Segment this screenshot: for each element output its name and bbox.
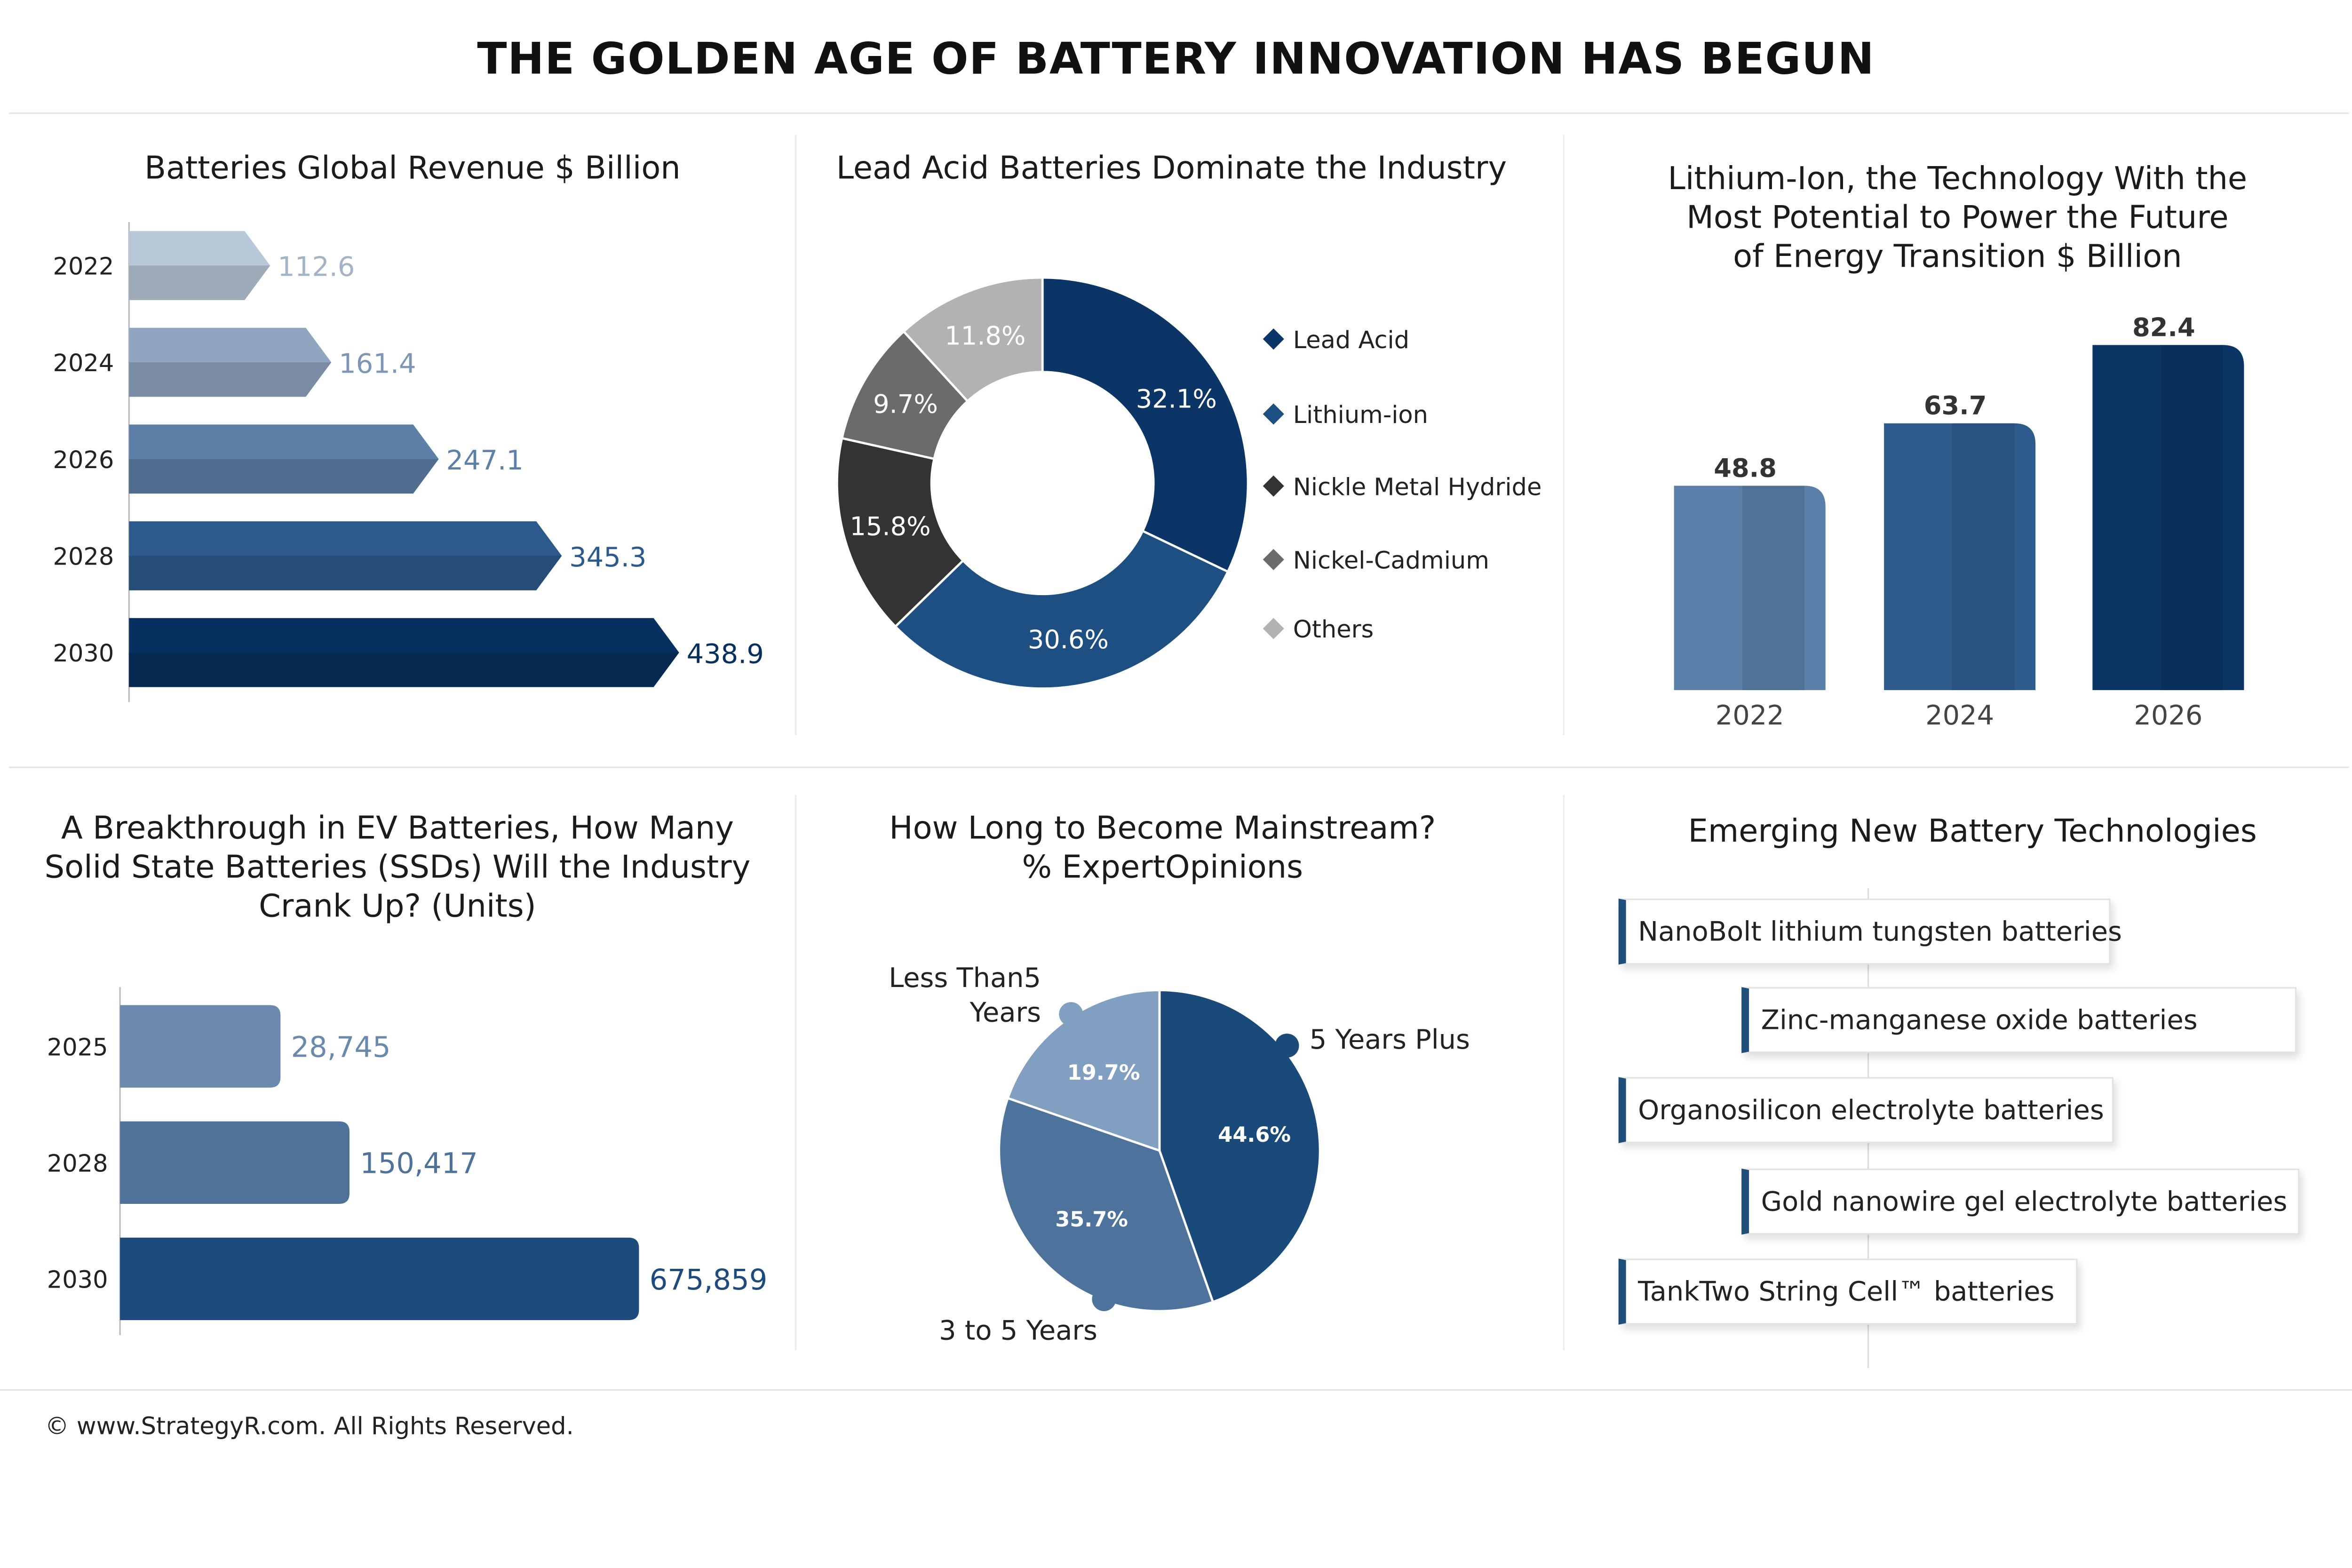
revenue-year-label: 2028 [53,543,114,571]
ssd-bar-2028 [120,1121,350,1204]
revenue-value-label: 247.1 [446,445,524,476]
ssd-value-label: 28,745 [291,1031,391,1064]
emerging-title: Emerging New Battery Technologies [1688,813,2257,849]
pie-callout-dot [1275,1034,1299,1058]
pie-callout-dot [1059,1002,1083,1027]
tech-item-tanktwo: TankTwo String Cell™ batteries [1618,1258,2078,1325]
pie-callout-3-to-5-years: 3 to 5 Years [939,1315,1097,1346]
ssd-title-line-1: A Breakthrough in EV Batteries, How Many [61,810,734,846]
pie-callout-dot [1092,1287,1116,1311]
lithium-chart-title: Lithium-Ion, the Technology With the Mos… [1590,159,2325,276]
lithium-bar-shade-2022 [1742,486,1805,690]
revenue-bar-shade-2024 [129,362,332,397]
lithium-value-label: 63.7 [1924,391,1987,421]
revenue-value-label: 345.3 [569,541,646,573]
ssd-title-line-3: Crank Up? (Units) [259,888,536,924]
ssd-chart-title: A Breakthrough in EV Batteries, How Many… [15,809,780,926]
lead-acid-donut-chart: 32.1% 30.6% 15.8% 9.7% 11.8% Lead Acid Lithium… [836,276,1542,690]
pie-value-label: 19.7% [1067,1060,1140,1085]
mainstream-title-line-2: % ExpertOpinions [1022,849,1303,885]
column-divider-1 [795,135,797,735]
revenue-value-label: 438.9 [687,638,764,669]
column-divider-4 [1563,795,1565,1350]
lithium-year-label: 2024 [1925,700,1994,731]
lithium-year-label: 2022 [1716,700,1784,731]
ssd-title-line-2: Solid State Batteries (SSDs) Will the In… [44,849,751,885]
donut-legend-marker [1263,403,1284,425]
ssd-bar-2030 [120,1237,639,1321]
main-title: THE GOLDEN AGE OF BATTERY INNOVATION HAS… [477,33,1875,84]
donut-legend-marker [1263,475,1284,497]
donut-value-label: 9.7% [873,389,938,419]
pie-value-label: 44.6% [1218,1122,1291,1147]
donut-legend-label: Nickle Metal Hydride [1293,473,1542,501]
donut-legend-marker [1263,618,1284,639]
donut-chart-title: Lead Acid Batteries Dominate the Industr… [836,150,1507,186]
footer-copyright: © www.StrategyR.com. All Rights Reserved… [45,1411,574,1441]
pie-callout-less-than-5-line-2: Years [969,997,1041,1028]
revenue-chart-title: Batteries Global Revenue $ Billion [144,150,681,186]
revenue-bar-shade-2022 [129,265,270,300]
donut-legend-marker [1263,549,1284,570]
donut-legend-label: Lead Acid [1293,326,1409,354]
donut-value-label: 30.6% [1028,625,1109,654]
revenue-bar-shade-2028 [129,556,562,590]
ssd-year-label: 2028 [47,1150,108,1178]
revenue-value-label: 112.6 [278,251,355,283]
tech-item-zinc-manganese: Zinc-manganese oxide batteries [1741,987,2297,1053]
tech-item-organosilicon: Organosilicon electrolyte batteries [1618,1077,2114,1143]
donut-slice-1 [894,529,1230,690]
tech-item-gold-nanowire: Gold nanowire gel electrolyte batteries [1741,1169,2300,1235]
lithium-title-line-1: Lithium-Ion, the Technology With the [1668,160,2248,197]
mainstream-title-line-1: How Long to Become Mainstream? [889,810,1436,846]
pie-callout-less-than-5-line-1: Less Than5 [889,962,1041,994]
lithium-value-label: 82.4 [2132,312,2195,342]
mainstream-chart-title: How Long to Become Mainstream? % ExpertO… [795,809,1530,887]
lithium-bar-shade-2026 [2161,345,2223,690]
donut-legend-label: Others [1293,616,1374,644]
lithium-year-label: 2026 [2134,700,2202,731]
lithium-title-line-3: of Energy Transition $ Billion [1733,239,2182,275]
mainstream-pie-chart: 44.6% 35.7% 19.7% 5 Years Plus 3 to 5 Years L… [889,962,1470,1346]
ssd-bar-2025 [120,1005,281,1088]
lithium-bar-chart: 48.8 2022 63.7 2024 82.4 2026 [1674,312,2244,731]
lithium-title-line-2: Most Potential to Power the Future [1686,199,2229,236]
lithium-bar-shade-2024 [1952,423,2015,690]
column-divider-3 [795,795,797,1350]
donut-legend-label: Nickel-Cadmium [1293,547,1489,575]
revenue-year-label: 2024 [53,350,114,377]
tech-item-nanobolt: NanoBolt lithium tungsten batteries [1618,899,2122,965]
donut-legend-marker [1263,328,1284,350]
revenue-bar-shade-2026 [129,459,439,494]
pie-slice-0 [1158,989,1321,1304]
ssd-bar-chart: 2025 28,745 2028 150,417 2030 675,859 [47,987,768,1336]
pie-value-label: 35.7% [1055,1207,1128,1232]
donut-slice-0 [1041,276,1249,573]
revenue-bar-chart: 2022 112.6 2024 161.4 2026 247.1 2028 345.3 2030… [53,222,764,702]
revenue-year-label: 2022 [53,253,114,281]
ssd-value-label: 150,417 [360,1147,478,1180]
donut-slice-4 [902,276,1044,403]
title-divider [9,112,2349,114]
revenue-bar-shade-2030 [129,653,679,687]
donut-value-label: 15.8% [850,512,930,541]
donut-legend-label: Lithium-ion [1293,401,1428,429]
ssd-value-label: 675,859 [650,1264,768,1297]
row-divider [9,766,2349,768]
revenue-year-label: 2026 [53,446,114,474]
revenue-year-label: 2030 [53,640,114,668]
donut-slice-2 [836,437,965,629]
lithium-value-label: 48.8 [1714,453,1777,483]
footer-divider [0,1389,2352,1391]
pie-callout-5-years-plus: 5 Years Plus [1310,1024,1470,1055]
ssd-year-label: 2025 [47,1034,108,1061]
revenue-value-label: 161.4 [339,348,416,379]
ssd-year-label: 2030 [47,1266,108,1294]
column-divider-2 [1563,135,1565,735]
donut-value-label: 11.8% [945,321,1025,350]
donut-value-label: 32.1% [1136,384,1217,414]
